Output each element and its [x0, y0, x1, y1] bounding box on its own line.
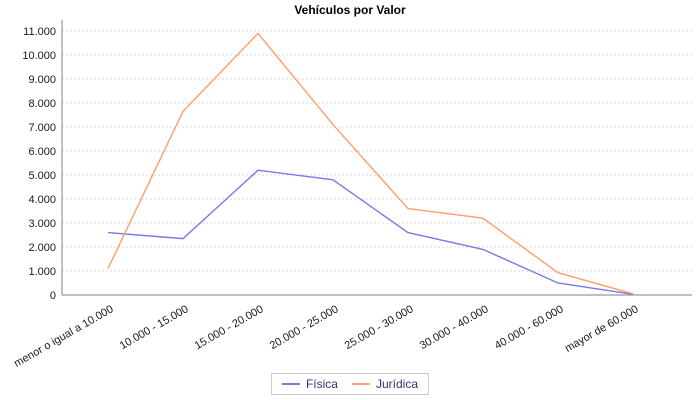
legend-label-fisica: Física — [305, 377, 338, 391]
juridica-line-swatch-icon — [351, 383, 370, 385]
x-category-label: 15.000 - 20.000 — [193, 303, 266, 352]
y-tick-label: 6.000 — [28, 146, 56, 158]
y-tick-label: 11.000 — [23, 26, 56, 38]
y-tick-label: 10.000 — [22, 50, 56, 62]
series-line-fisica — [107, 169, 634, 295]
legend-item-fisica: Física — [281, 377, 338, 391]
chart-plot-area: 0 1.000 2.000 3.000 4.000 5.000 6.000 7.000 8.00… — [12, 20, 692, 368]
legend-label-juridica: Jurídica — [375, 377, 419, 391]
fisica-line-swatch-icon — [281, 383, 300, 385]
y-tick-label: 8.000 — [28, 98, 56, 110]
y-tick-label: 3.000 — [28, 218, 56, 230]
y-tick-label: 7.000 — [28, 122, 56, 134]
y-tick-label: 4.000 — [28, 194, 56, 206]
chart-title: Vehículos por Valor — [294, 3, 406, 17]
y-tick-label: 0 — [50, 290, 56, 302]
x-category-label: 10.000 - 15.000 — [118, 303, 191, 352]
x-category-label: 40.000 - 60.000 — [493, 303, 566, 352]
x-category-label: 30.000 - 40.000 — [418, 303, 491, 352]
y-tick-label: 1.000 — [28, 266, 56, 278]
series-line-juridica — [107, 32, 634, 295]
y-tick-label: 2.000 — [28, 242, 56, 254]
legend-item-juridica: Jurídica — [351, 377, 419, 391]
x-category-label: menor o igual a 10.000 — [12, 303, 115, 368]
x-category-label: mayor de 60.000 — [563, 303, 641, 355]
x-category-label: 20.000 - 25.000 — [268, 303, 341, 352]
y-tick-label: 9.000 — [28, 74, 56, 86]
y-tick-label: 5.000 — [28, 170, 56, 182]
legend: Física Jurídica — [270, 373, 430, 395]
x-category-label: 25.000 - 30.000 — [343, 303, 416, 352]
